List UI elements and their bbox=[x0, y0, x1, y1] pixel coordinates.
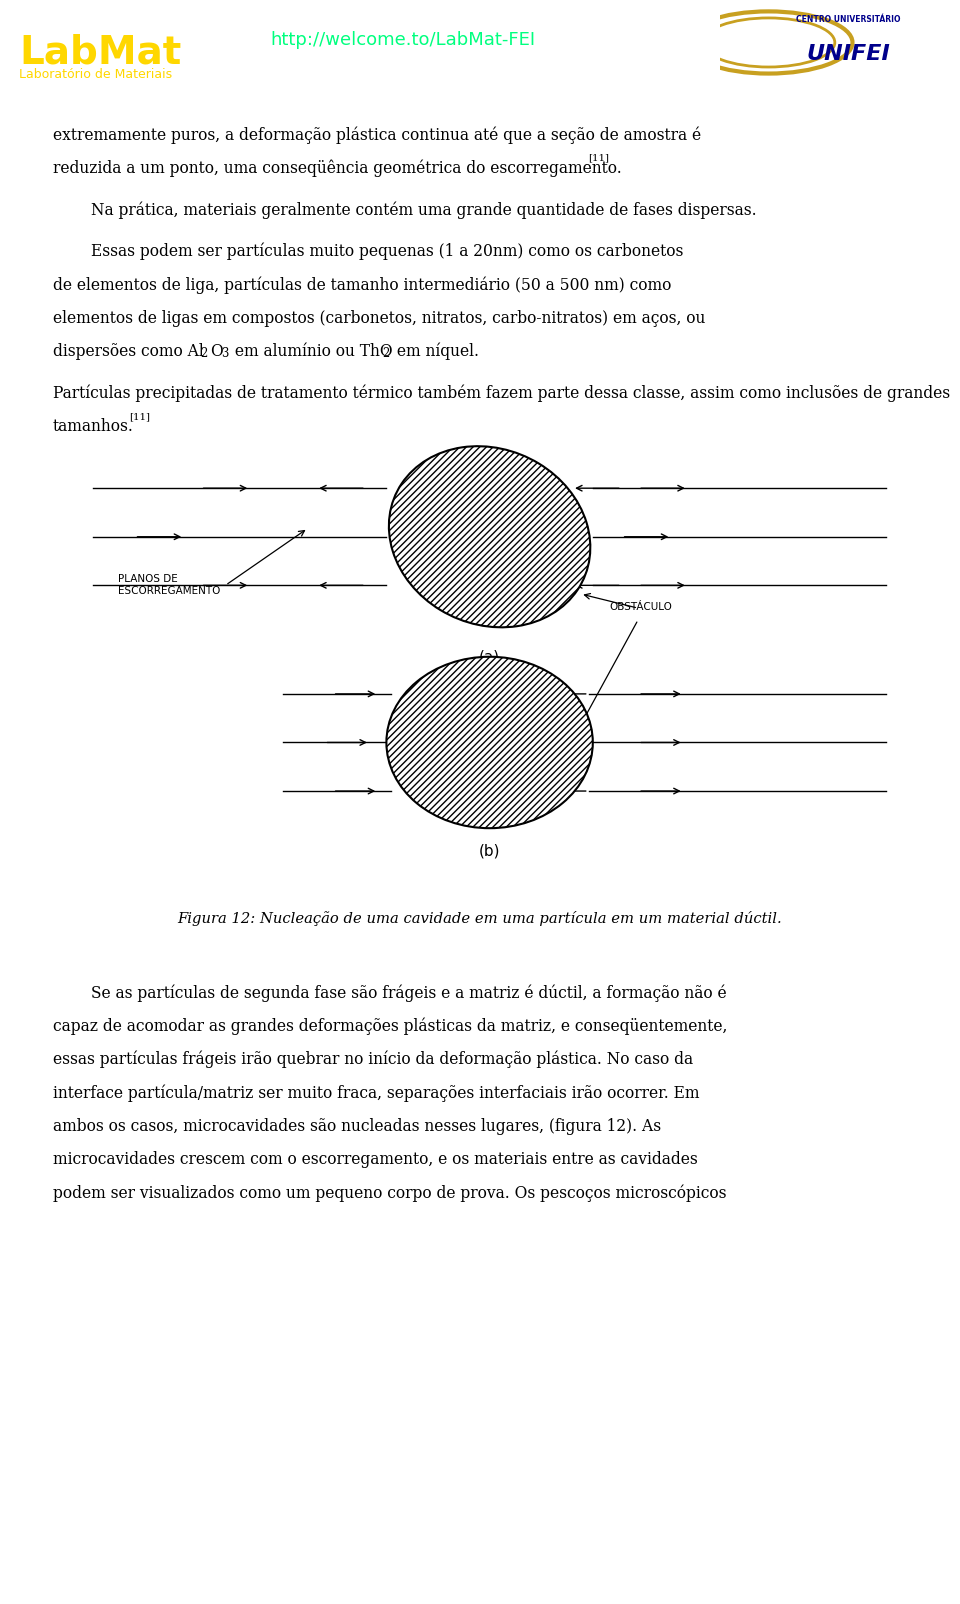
Text: LabMat: LabMat bbox=[19, 34, 181, 72]
Text: Essas podem ser partículas muito pequenas (1 a 20nm) como os carbonetos: Essas podem ser partículas muito pequena… bbox=[91, 242, 684, 260]
Text: 2: 2 bbox=[382, 348, 390, 361]
Text: em alumínio ou ThO: em alumínio ou ThO bbox=[230, 343, 393, 359]
Text: OBSTÁCULO: OBSTÁCULO bbox=[610, 603, 672, 613]
Text: de elementos de liga, partículas de tamanho intermediário (50 a 500 nm) como: de elementos de liga, partículas de tama… bbox=[53, 276, 671, 294]
Text: reduzida a um ponto, uma conseqüência geométrica do escorregamento.: reduzida a um ponto, uma conseqüência ge… bbox=[53, 159, 621, 176]
Text: Laboratório de Materiais: Laboratório de Materiais bbox=[19, 67, 173, 82]
Text: Figura 12: Nucleação de uma cavidade em uma partícula em um material dúctil.: Figura 12: Nucleação de uma cavidade em … bbox=[178, 911, 782, 926]
Text: [11]: [11] bbox=[588, 154, 610, 162]
Text: elementos de ligas em compostos (carbonetos, nitratos, carbo-nitratos) em aços, : elementos de ligas em compostos (carbone… bbox=[53, 310, 706, 327]
Ellipse shape bbox=[386, 656, 593, 828]
Text: O: O bbox=[210, 343, 223, 359]
Text: (b): (b) bbox=[479, 844, 500, 858]
Text: CENTRO UNIVERSITÁRIO: CENTRO UNIVERSITÁRIO bbox=[796, 14, 900, 24]
Text: tamanhos.: tamanhos. bbox=[53, 419, 133, 435]
Text: 2: 2 bbox=[201, 348, 208, 361]
Text: dispersões como Al: dispersões como Al bbox=[53, 343, 204, 359]
Text: ambos os casos, microcavidades são nucleadas nesses lugares, (figura 12). As: ambos os casos, microcavidades são nucle… bbox=[53, 1118, 660, 1134]
Text: podem ser visualizados como um pequeno corpo de prova. Os pescoços microscópicos: podem ser visualizados como um pequeno c… bbox=[53, 1184, 727, 1201]
Text: 3: 3 bbox=[221, 348, 228, 361]
Text: em níquel.: em níquel. bbox=[392, 343, 479, 361]
Text: [11]: [11] bbox=[130, 412, 151, 420]
Text: Na prática, materiais geralmente contém uma grande quantidade de fases dispersas: Na prática, materiais geralmente contém … bbox=[91, 200, 756, 218]
Ellipse shape bbox=[389, 446, 590, 627]
Text: Se as partículas de segunda fase são frágeis e a matriz é dúctil, a formação não: Se as partículas de segunda fase são frá… bbox=[91, 985, 727, 1001]
Text: http://welcome.to/LabMat-FEI: http://welcome.to/LabMat-FEI bbox=[271, 30, 536, 48]
Text: (a): (a) bbox=[479, 650, 500, 664]
Text: UNIFEI: UNIFEI bbox=[806, 43, 890, 64]
Text: Partículas precipitadas de tratamento térmico também fazem parte dessa classe, a: Partículas precipitadas de tratamento té… bbox=[53, 385, 950, 403]
Text: microcavidades crescem com o escorregamento, e os materiais entre as cavidades: microcavidades crescem com o escorregame… bbox=[53, 1152, 698, 1168]
Text: extremamente puros, a deformação plástica continua até que a seção de amostra é: extremamente puros, a deformação plástic… bbox=[53, 127, 701, 144]
Text: essas partículas frágeis irão quebrar no início da deformação plástica. No caso : essas partículas frágeis irão quebrar no… bbox=[53, 1051, 693, 1068]
Text: capaz de acomodar as grandes deformações plásticas da matriz, e conseqüentemente: capaz de acomodar as grandes deformações… bbox=[53, 1017, 727, 1035]
Text: interface partícula/matriz ser muito fraca, separações interfaciais irão ocorrer: interface partícula/matriz ser muito fra… bbox=[53, 1084, 699, 1102]
Text: PLANOS DE
ESCORREGAMENTO: PLANOS DE ESCORREGAMENTO bbox=[118, 574, 221, 597]
